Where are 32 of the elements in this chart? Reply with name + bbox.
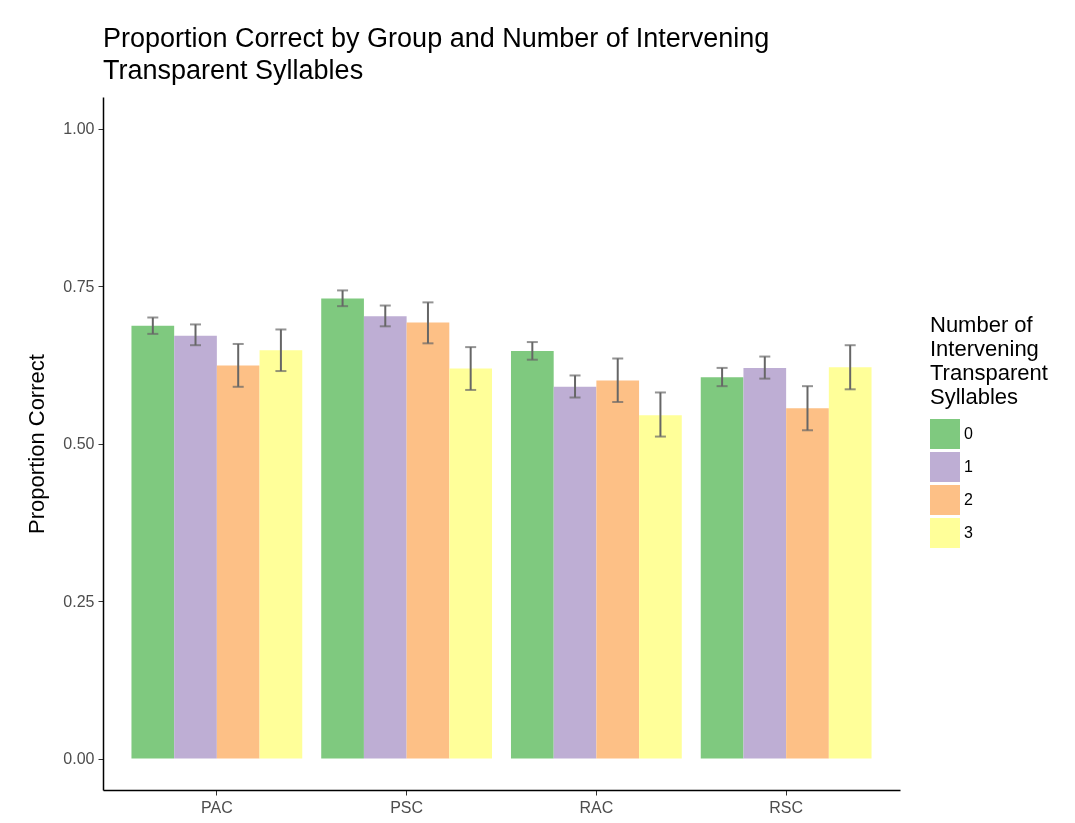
bar bbox=[131, 325, 175, 759]
x-tick-label: RAC bbox=[579, 798, 614, 816]
bar bbox=[216, 365, 260, 759]
bar bbox=[259, 350, 303, 759]
x-tick-label: PSC bbox=[390, 798, 424, 816]
y-axis-title: Proportion Correct bbox=[24, 354, 50, 534]
y-tick-label: 0.50 bbox=[63, 435, 95, 452]
y-tick-label: 0.25 bbox=[63, 592, 95, 610]
y-tick-label: 0.75 bbox=[63, 277, 95, 295]
bar bbox=[786, 408, 829, 759]
chart-title: Proportion Correct by Group and Number of Intervening Transparent Syllables bbox=[103, 23, 770, 85]
bar bbox=[363, 316, 407, 759]
bar bbox=[743, 367, 787, 759]
x-tick-label: RSC bbox=[769, 798, 804, 816]
x-tick-label: PAC bbox=[201, 798, 233, 816]
bar bbox=[174, 335, 217, 759]
bar bbox=[828, 367, 872, 759]
legend-title: Number of Intervening Transparent Syllables bbox=[930, 312, 1048, 409]
legend-label: 3 bbox=[964, 524, 973, 541]
y-tick-label: 1.00 bbox=[63, 120, 95, 137]
bar bbox=[449, 368, 493, 759]
bar bbox=[553, 386, 597, 759]
bar bbox=[596, 380, 640, 759]
bar bbox=[700, 377, 744, 759]
legend-label: 0 bbox=[964, 425, 973, 442]
bar bbox=[321, 298, 364, 759]
bar bbox=[510, 350, 554, 759]
legend-label: 2 bbox=[964, 491, 973, 508]
bar bbox=[406, 322, 450, 759]
bar bbox=[639, 415, 682, 759]
y-tick-label: 0.00 bbox=[63, 750, 95, 767]
legend-label: 1 bbox=[964, 458, 973, 475]
